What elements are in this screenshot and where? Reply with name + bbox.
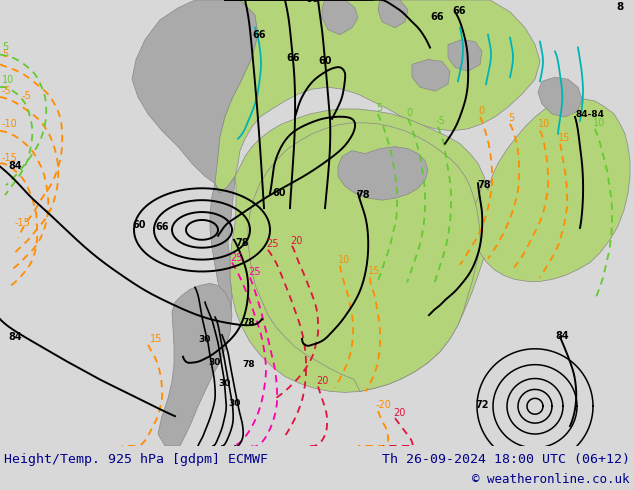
Text: 84-84: 84-84 <box>576 110 605 119</box>
Text: © weatheronline.co.uk: © weatheronline.co.uk <box>472 473 630 487</box>
Text: 20: 20 <box>316 376 328 387</box>
Text: 66: 66 <box>286 53 299 63</box>
Text: -15: -15 <box>15 218 31 228</box>
Text: 30: 30 <box>228 399 240 408</box>
Text: 66: 66 <box>452 6 465 16</box>
Text: 20: 20 <box>393 408 405 418</box>
Text: 15: 15 <box>558 133 571 143</box>
Text: 30: 30 <box>218 379 230 389</box>
Text: 30: 30 <box>198 335 210 344</box>
Polygon shape <box>378 0 408 28</box>
Text: 78: 78 <box>356 190 370 200</box>
Text: 8: 8 <box>616 2 623 12</box>
Text: -20: -20 <box>376 400 392 410</box>
Text: 78: 78 <box>235 238 249 248</box>
Text: -5: -5 <box>22 91 32 101</box>
Text: 20: 20 <box>290 236 302 246</box>
Text: 5: 5 <box>2 49 8 59</box>
Text: 25: 25 <box>230 253 242 263</box>
Polygon shape <box>210 176 235 332</box>
Polygon shape <box>338 147 428 200</box>
Text: -15: -15 <box>2 152 18 163</box>
Polygon shape <box>215 0 540 193</box>
Text: -10: -10 <box>2 119 18 129</box>
Polygon shape <box>132 0 258 183</box>
Text: 66: 66 <box>252 30 266 40</box>
Text: 60: 60 <box>318 56 332 67</box>
Text: 84: 84 <box>8 332 22 342</box>
Text: 78: 78 <box>242 318 255 327</box>
Text: 10: 10 <box>593 118 605 128</box>
Text: Height/Temp. 925 hPa [gdpm] ECMWF: Height/Temp. 925 hPa [gdpm] ECMWF <box>4 453 268 466</box>
Text: 25: 25 <box>248 268 261 277</box>
Polygon shape <box>158 283 232 446</box>
Text: 66: 66 <box>305 0 318 4</box>
Text: 78: 78 <box>242 360 255 368</box>
Text: 66: 66 <box>155 222 169 232</box>
Text: 72: 72 <box>475 400 489 410</box>
Text: 0: 0 <box>478 106 484 116</box>
Text: -5: -5 <box>2 86 12 96</box>
Text: 30: 30 <box>208 358 221 367</box>
Text: 5: 5 <box>2 42 8 51</box>
Text: 78: 78 <box>477 180 491 190</box>
Polygon shape <box>322 0 358 35</box>
Text: 84: 84 <box>8 162 22 172</box>
Polygon shape <box>248 123 480 392</box>
Text: -5: -5 <box>436 116 446 126</box>
Text: 60: 60 <box>272 188 285 198</box>
Text: 15: 15 <box>150 334 162 344</box>
Polygon shape <box>230 109 490 392</box>
Text: 5: 5 <box>376 103 382 113</box>
Text: 0: 0 <box>406 108 412 118</box>
Text: 84: 84 <box>555 331 569 341</box>
Polygon shape <box>412 59 450 91</box>
Text: 25: 25 <box>266 239 278 249</box>
Text: 10: 10 <box>538 119 550 129</box>
Text: 60: 60 <box>132 220 145 230</box>
Text: 10: 10 <box>338 255 350 265</box>
Text: 10: 10 <box>2 75 14 85</box>
Text: Th 26-09-2024 18:00 UTC (06+12): Th 26-09-2024 18:00 UTC (06+12) <box>382 453 630 466</box>
Polygon shape <box>538 77 582 117</box>
Polygon shape <box>448 40 482 72</box>
Text: 15: 15 <box>368 267 380 276</box>
Text: 5: 5 <box>508 113 514 123</box>
Polygon shape <box>474 99 630 281</box>
Text: 66: 66 <box>430 12 444 22</box>
